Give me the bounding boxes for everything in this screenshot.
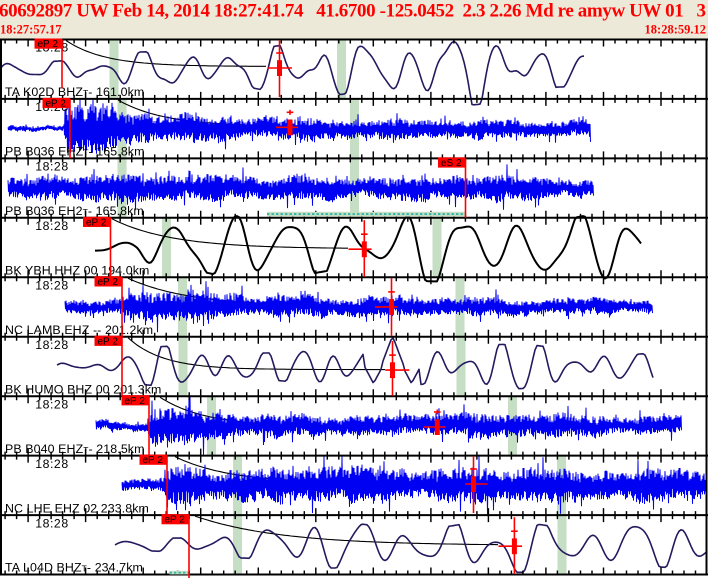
svg-text:BK YBH HHZ 00 194.0km: BK YBH HHZ 00 194.0km	[5, 264, 149, 278]
svg-text:TA K02D BHZT- 161.0km: TA K02D BHZT- 161.0km	[5, 85, 144, 99]
svg-text:60692897 UW Feb 14, 2014 18:27: 60692897 UW Feb 14, 2014 18:27:41.74 41.…	[0, 1, 706, 22]
svg-text:eP 2: eP 2	[98, 277, 119, 288]
svg-text:18:28: 18:28	[35, 160, 69, 174]
svg-text:18:28: 18:28	[35, 279, 69, 293]
svg-text:eP 2: eP 2	[165, 515, 186, 526]
svg-text:NC LHE EHZ 02 233.8km: NC LHE EHZ 02 233.8km	[5, 501, 149, 515]
svg-text:18:28: 18:28	[35, 516, 69, 530]
svg-text:eP 2: eP 2	[125, 396, 146, 407]
svg-text:BK HUMO BHZ 00 201.3km: BK HUMO BHZ 00 201.3km	[5, 382, 161, 396]
svg-text:PB B036 EHZT- 165.8km: PB B036 EHZT- 165.8km	[5, 145, 145, 159]
svg-text:PB B040 EHZT- 218.5km: PB B040 EHZT- 218.5km	[5, 442, 145, 456]
svg-text:TA L04D BHZT- 234.7km: TA L04D BHZT- 234.7km	[5, 561, 143, 575]
svg-text:NC LAMB EHZ -- 201.2km: NC LAMB EHZ -- 201.2km	[5, 323, 153, 337]
svg-text:eP 2: eP 2	[86, 217, 107, 228]
svg-text:18:28:59.12: 18:28:59.12	[645, 23, 706, 37]
svg-text:18:28: 18:28	[35, 397, 69, 411]
svg-text:eS 2: eS 2	[441, 158, 462, 169]
svg-text:eP 2: eP 2	[46, 99, 67, 110]
svg-text:PB B036 EH2T- 165.8km: PB B036 EH2T- 165.8km	[5, 204, 144, 218]
svg-text:18:28: 18:28	[35, 338, 69, 352]
svg-text:18:28: 18:28	[35, 457, 69, 471]
svg-text:eP 2: eP 2	[143, 455, 164, 466]
svg-text:18:27:57.17: 18:27:57.17	[0, 23, 61, 37]
svg-text:eP 2: eP 2	[98, 336, 119, 347]
svg-text:eP 2: eP 2	[38, 39, 59, 50]
svg-text:18:28: 18:28	[35, 219, 69, 233]
